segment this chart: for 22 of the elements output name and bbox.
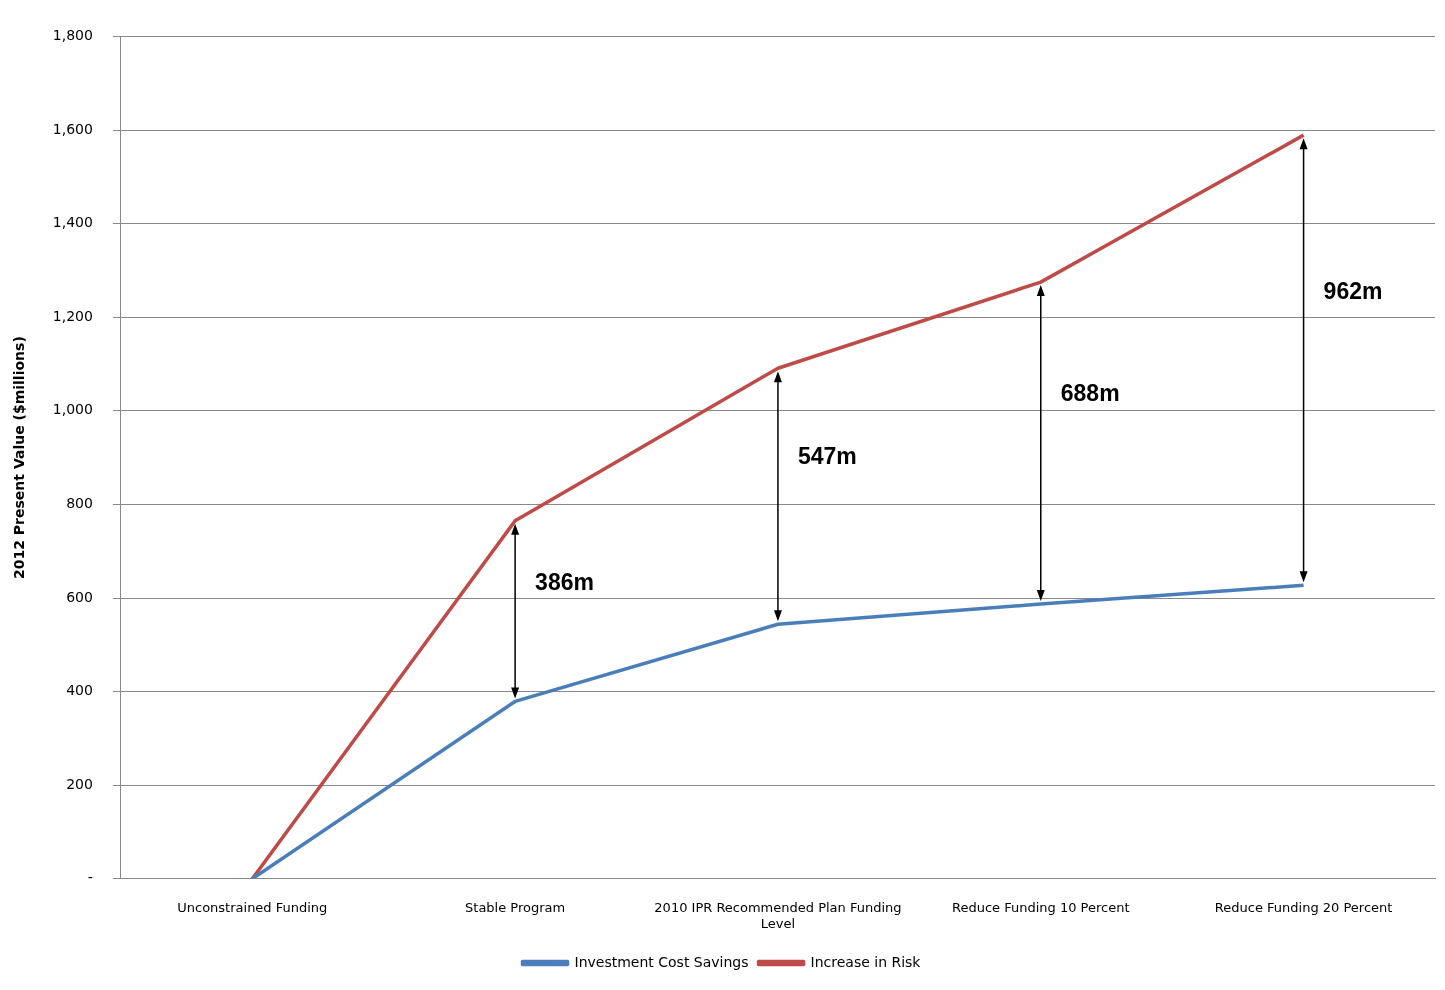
y-tick-label: 800	[66, 495, 93, 512]
y-tick-label: 400	[66, 682, 93, 699]
y-tick-label: -	[87, 869, 93, 886]
annotation: 688m	[1060, 380, 1120, 407]
y-tick-label: 1,000	[52, 401, 93, 418]
x-tick-label: 2010 IPR Recommended Plan Funding Level	[654, 899, 902, 931]
y-tick-label: 1,600	[52, 120, 93, 137]
x-tick-label: Reduce Funding 10 Percent	[951, 899, 1130, 915]
annotation: 547m	[797, 443, 857, 470]
annotation: 962m	[1323, 278, 1383, 305]
y-tick-label: 1,400	[52, 214, 93, 231]
y-tick-label: 600	[66, 588, 93, 605]
x-tick-label: Reduce Funding 20 Percent	[1214, 899, 1393, 915]
x-tick-label: Stable Program	[465, 899, 566, 915]
y-tick-label: 1,200	[52, 307, 93, 324]
x-tick-label: Unconstrained Funding	[177, 899, 328, 915]
y-tick-label: 200	[66, 775, 93, 792]
y-axis-title: 2012 Present Value ($millions)	[11, 336, 28, 579]
annotation: 386m	[535, 569, 594, 596]
y-tick-label: 1,800	[52, 27, 93, 44]
legend-label: Increase in Risk	[810, 953, 922, 970]
legend-label: Investment Cost Savings	[574, 953, 749, 970]
